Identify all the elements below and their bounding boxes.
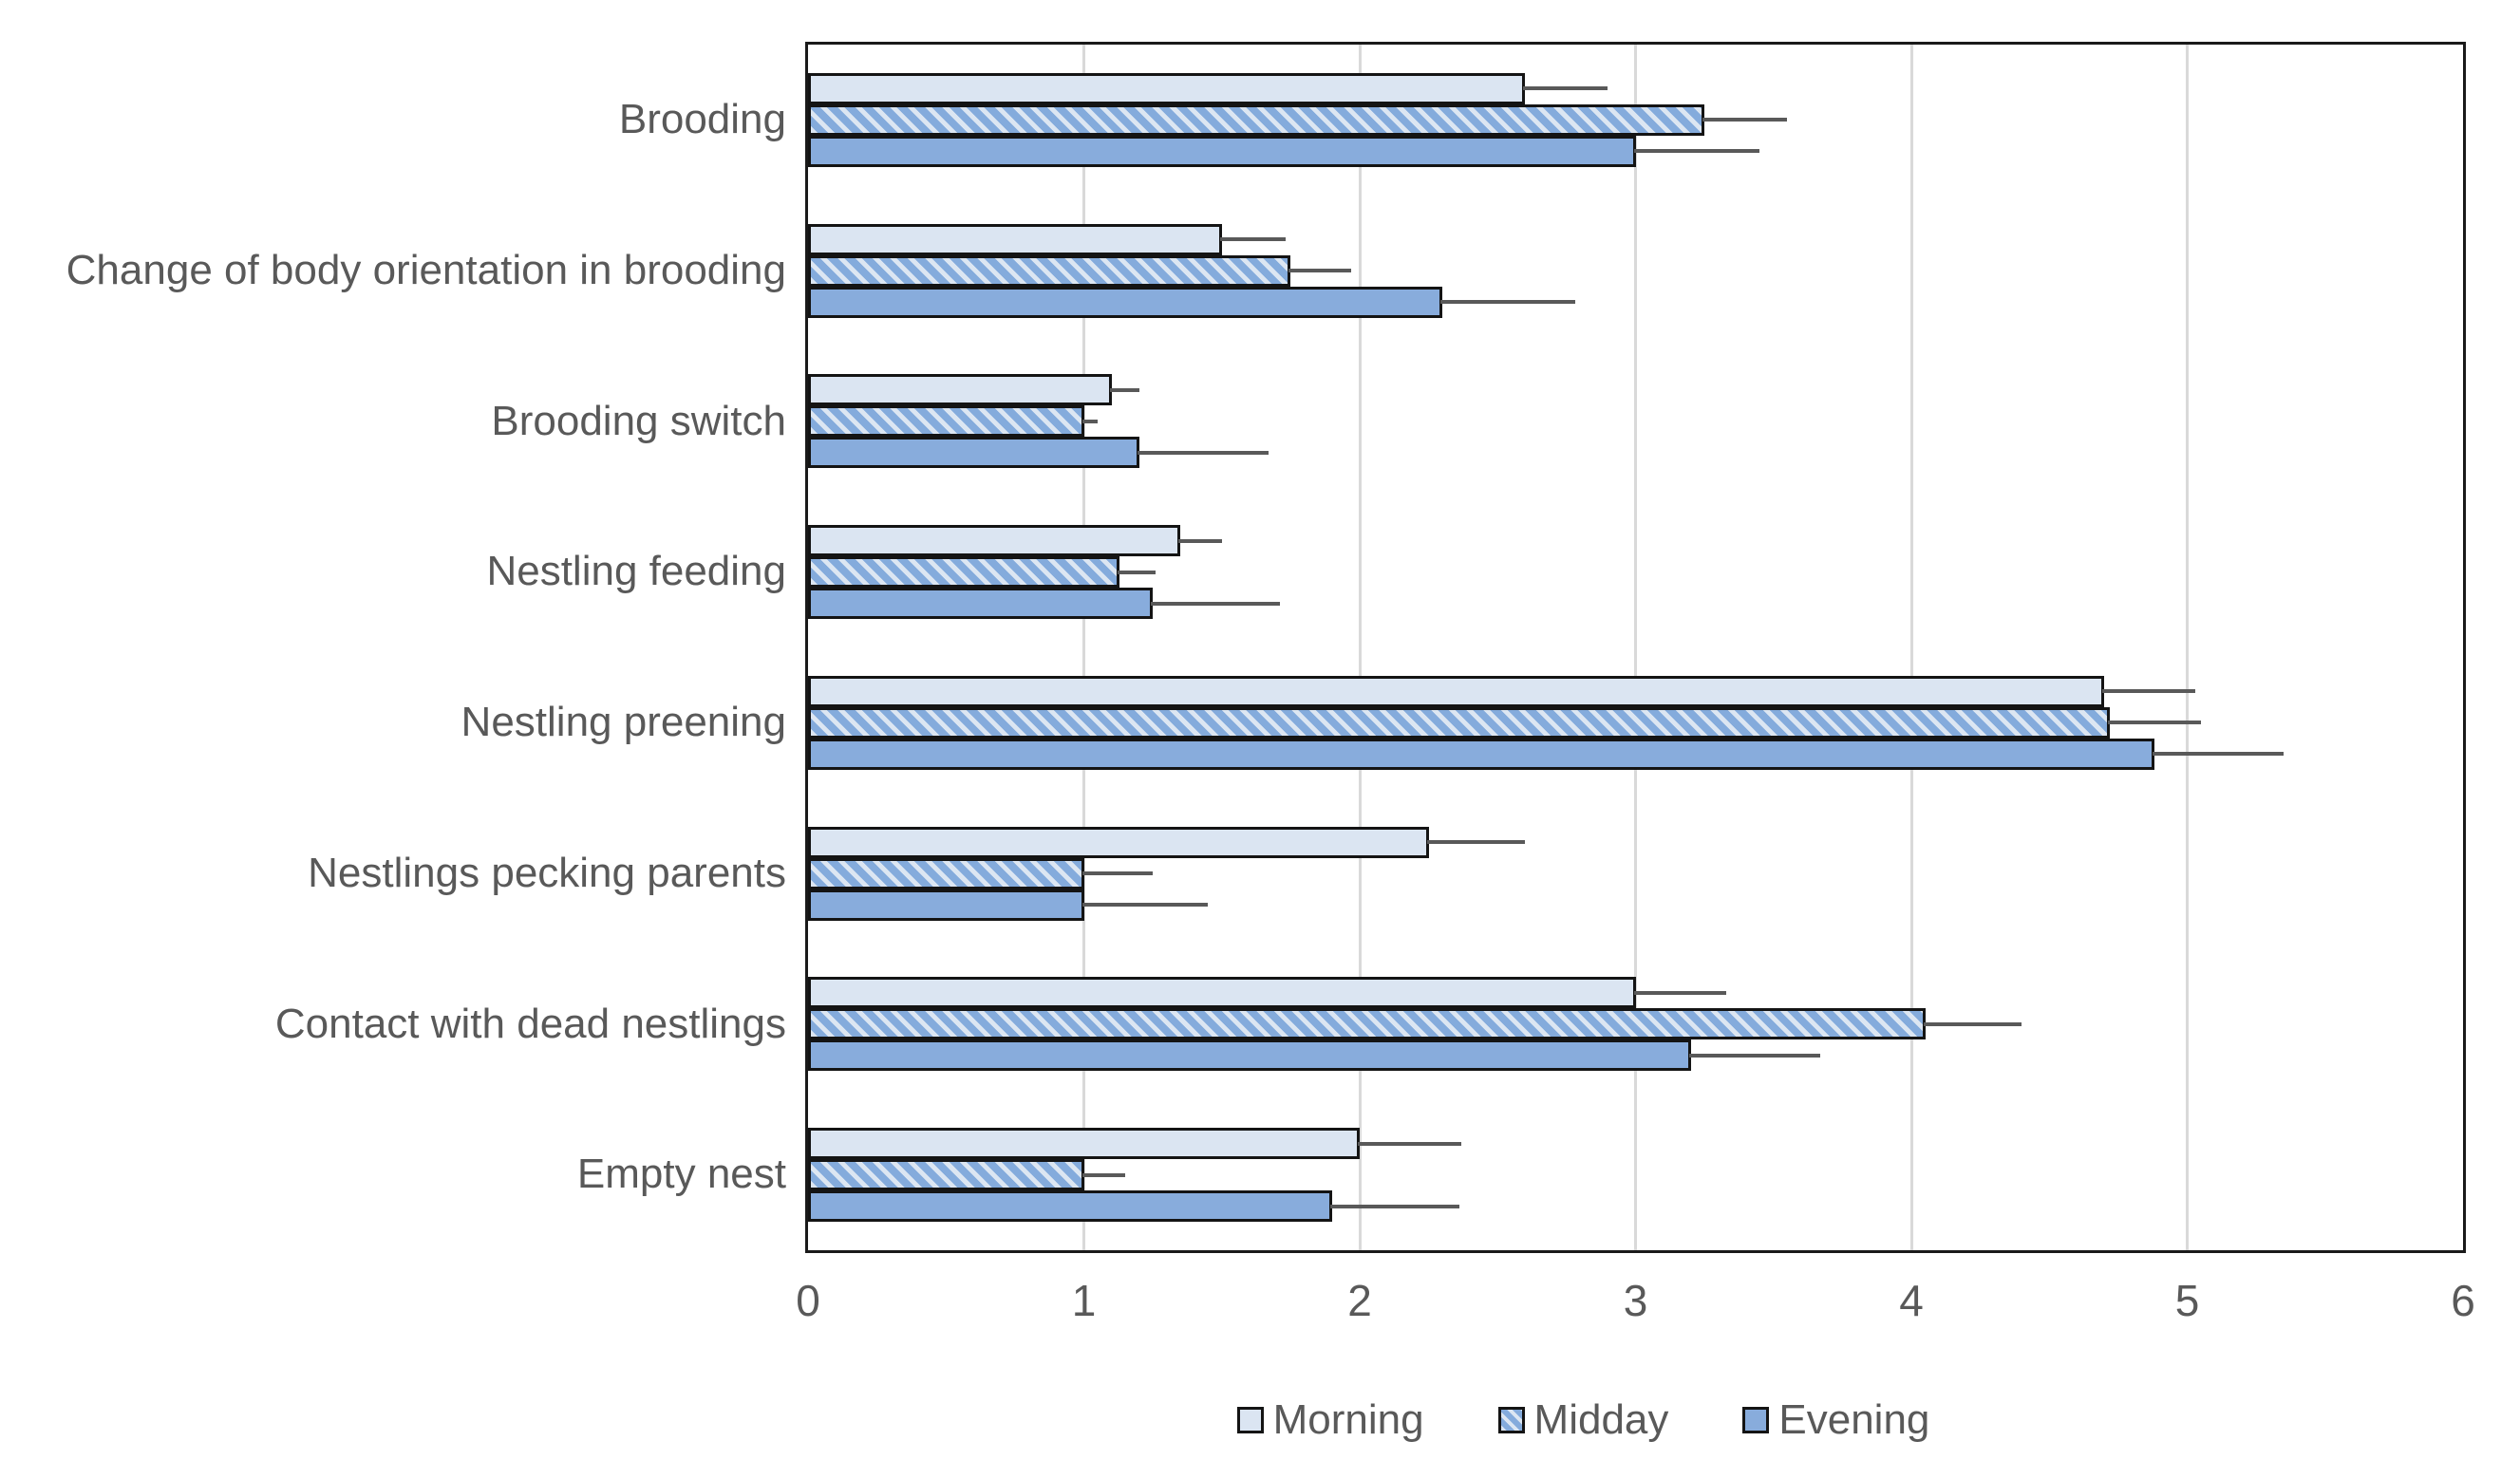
legend-label: Midday [1533,1396,1669,1443]
bar-midday [808,1159,1084,1191]
category-group [808,496,2463,647]
x-tick-label: 3 [1623,1276,1648,1325]
bar-midday [808,857,1084,889]
bar-midday [808,706,2111,739]
x-tick-label: 1 [1071,1276,1097,1325]
error-bar [1358,1141,1462,1146]
category-group [808,346,2463,497]
category-label: Nestling feeding [486,548,786,595]
legend-swatch [1497,1407,1525,1433]
x-tick-label: 0 [796,1276,820,1325]
gridline [1358,45,1362,1250]
bar-midday [808,1008,1926,1040]
legend-swatch [1236,1407,1264,1433]
bar-midday [808,103,1705,136]
category-label: Nestling preening [461,699,786,746]
bar-morning [808,72,1526,104]
error-bar [1702,118,1788,122]
bar-morning [808,374,1112,406]
error-bar [1151,601,1280,606]
x-tick-label: 2 [1347,1276,1372,1325]
error-bar [1109,387,1139,392]
error-bar [1329,1204,1459,1208]
category-label: Empty nest [576,1151,786,1198]
bar-midday [808,405,1084,438]
category-label: Contact with dead nestlings [274,1000,786,1047]
legend: Morning Midday Evening [753,1392,2414,1449]
category-label: Brooding switch [491,397,786,444]
bar-midday [808,556,1120,589]
category-label: Nestlings pecking parents [308,849,786,896]
category-label: Change of body orientation in brooding [66,246,786,293]
bar-evening [808,1190,1332,1223]
error-bar [1923,1021,2022,1026]
error-bar [1219,237,1286,242]
bar-evening [808,1039,1691,1072]
error-bar [1288,269,1352,273]
error-bar [1081,871,1154,876]
category-group [808,45,2463,196]
bar-midday [808,254,1291,287]
gridline [1634,45,1637,1250]
error-bar [2152,752,2285,757]
category-group [808,647,2463,798]
x-tick-label: 6 [2451,1276,2475,1325]
plot-inner [808,45,2463,1250]
x-tick-label: 4 [1899,1276,1924,1325]
error-bar [1081,419,1099,423]
bar-morning [808,675,2105,707]
bar-evening [808,437,1139,469]
error-bar [1633,149,1760,154]
x-tick-label: 5 [2174,1276,2200,1325]
plot-area [805,42,2466,1253]
error-bar [1688,1053,1821,1058]
error-bar [1137,450,1269,455]
bar-morning [808,826,1429,858]
legend-swatch [1742,1407,1770,1433]
error-bar [1081,903,1209,908]
bar-evening [808,135,1636,167]
bar-evening [808,286,1443,318]
error-bar [1633,990,1727,995]
error-bar [1426,840,1526,845]
legend-item-midday: Midday [1497,1396,1669,1444]
legend-label: Evening [1778,1396,1930,1443]
bar-evening [808,738,2154,770]
bar-evening [808,588,1154,620]
error-bar [2108,721,2202,725]
error-bar [1081,1172,1126,1177]
error-bar [1440,300,1575,305]
gridline [1082,45,1085,1250]
bar-morning [808,1128,1360,1160]
category-label: Brooding [618,96,786,143]
bar-morning [808,223,1222,255]
bar-morning [808,977,1636,1009]
gridline [2186,45,2189,1250]
legend-item-evening: Evening [1742,1396,1929,1444]
category-group [808,196,2463,346]
error-bar [1523,86,1608,91]
error-bar [1178,538,1222,543]
category-group [808,949,2463,1100]
legend-label: Morning [1272,1396,1424,1443]
error-bar [2102,689,2196,694]
category-group [808,798,2463,949]
bar-morning [808,525,1181,557]
gridline [1909,45,1913,1250]
legend-item-morning: Morning [1236,1396,1424,1444]
bar-evening [808,889,1084,921]
category-group [808,1099,2463,1250]
error-bar [1118,570,1156,574]
